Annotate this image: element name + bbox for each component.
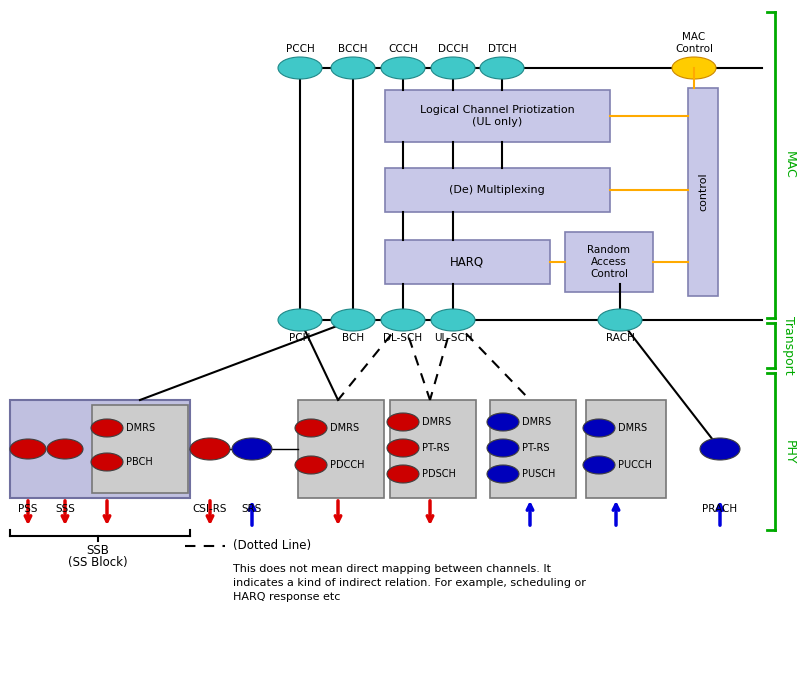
- Ellipse shape: [387, 413, 419, 431]
- Ellipse shape: [278, 57, 322, 79]
- Ellipse shape: [190, 438, 230, 460]
- Ellipse shape: [91, 453, 123, 471]
- Text: PT-RS: PT-RS: [422, 443, 450, 453]
- Text: PRACH: PRACH: [702, 504, 737, 514]
- Text: SSB: SSB: [86, 544, 109, 557]
- Text: PBCH: PBCH: [126, 457, 153, 467]
- Text: This does not mean direct mapping between channels. It: This does not mean direct mapping betwee…: [233, 564, 551, 574]
- Text: PDCCH: PDCCH: [330, 460, 364, 470]
- Text: RACH: RACH: [606, 333, 634, 343]
- Text: PCH: PCH: [289, 333, 311, 343]
- Text: DMRS: DMRS: [522, 417, 551, 427]
- Ellipse shape: [295, 419, 327, 437]
- Text: DMRS: DMRS: [330, 423, 359, 433]
- Text: DL-SCH: DL-SCH: [384, 333, 423, 343]
- Ellipse shape: [381, 57, 425, 79]
- Ellipse shape: [387, 439, 419, 457]
- Ellipse shape: [480, 57, 524, 79]
- Ellipse shape: [331, 57, 375, 79]
- Ellipse shape: [487, 413, 519, 431]
- Text: Transport: Transport: [782, 316, 796, 374]
- Ellipse shape: [431, 309, 475, 331]
- Text: indicates a kind of indirect relation. For example, scheduling or: indicates a kind of indirect relation. F…: [233, 578, 586, 588]
- Ellipse shape: [431, 57, 475, 79]
- Bar: [565, 232, 653, 292]
- Text: UL-SCH: UL-SCH: [434, 333, 472, 343]
- Ellipse shape: [47, 439, 83, 459]
- Bar: [92, 405, 188, 493]
- Bar: [385, 240, 550, 284]
- Text: CSI-RS: CSI-RS: [193, 504, 227, 514]
- Ellipse shape: [487, 439, 519, 457]
- Bar: [10, 400, 190, 498]
- Ellipse shape: [331, 309, 375, 331]
- Text: MAC: MAC: [782, 151, 796, 179]
- Text: DMRS: DMRS: [422, 417, 451, 427]
- Ellipse shape: [381, 309, 425, 331]
- Ellipse shape: [583, 456, 615, 474]
- Ellipse shape: [672, 57, 716, 79]
- Ellipse shape: [387, 465, 419, 483]
- Text: DCCH: DCCH: [438, 44, 468, 54]
- Bar: [390, 400, 476, 498]
- Bar: [586, 400, 666, 498]
- Ellipse shape: [278, 309, 322, 331]
- Bar: [385, 90, 610, 142]
- Text: PHY: PHY: [782, 440, 796, 464]
- Text: PSS: PSS: [18, 504, 38, 514]
- Ellipse shape: [91, 419, 123, 437]
- Text: PDSCH: PDSCH: [422, 469, 456, 479]
- Text: DMRS: DMRS: [126, 423, 155, 433]
- Text: HARQ response etc: HARQ response etc: [233, 592, 340, 602]
- Text: control: control: [698, 173, 708, 211]
- Text: CCCH: CCCH: [388, 44, 418, 54]
- Bar: [490, 400, 576, 498]
- Ellipse shape: [10, 439, 46, 459]
- Text: PUCCH: PUCCH: [618, 460, 652, 470]
- Text: PT-RS: PT-RS: [522, 443, 550, 453]
- Text: PCCH: PCCH: [285, 44, 314, 54]
- Ellipse shape: [295, 456, 327, 474]
- Text: (De) Multiplexing: (De) Multiplexing: [449, 185, 545, 195]
- Text: DTCH: DTCH: [487, 44, 516, 54]
- Text: BCH: BCH: [342, 333, 364, 343]
- Ellipse shape: [487, 465, 519, 483]
- Text: (SS Block): (SS Block): [68, 556, 128, 569]
- Text: SRS: SRS: [242, 504, 262, 514]
- Text: HARQ: HARQ: [450, 255, 484, 268]
- Text: SSS: SSS: [55, 504, 75, 514]
- Text: Random
Access
Control: Random Access Control: [587, 245, 630, 279]
- Ellipse shape: [583, 419, 615, 437]
- Text: PUSCH: PUSCH: [522, 469, 555, 479]
- Text: BCCH: BCCH: [338, 44, 368, 54]
- Text: MAC
Control: MAC Control: [675, 32, 713, 54]
- Ellipse shape: [232, 438, 272, 460]
- Ellipse shape: [598, 309, 642, 331]
- Bar: [688, 88, 718, 296]
- Bar: [298, 400, 384, 498]
- Text: DMRS: DMRS: [618, 423, 647, 433]
- Text: (Dotted Line): (Dotted Line): [233, 540, 311, 553]
- Bar: [385, 168, 610, 212]
- Ellipse shape: [700, 438, 740, 460]
- Text: Logical Channel Priotization
(UL only): Logical Channel Priotization (UL only): [419, 105, 574, 127]
